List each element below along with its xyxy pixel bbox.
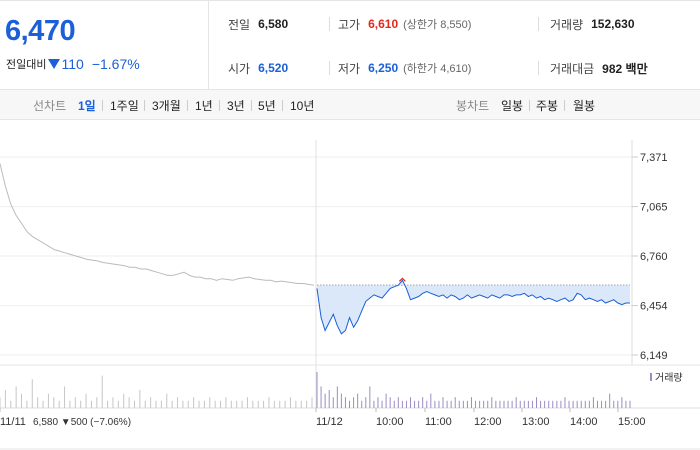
- price-box: 6,470 전일대비 110 −1.67%: [0, 1, 209, 90]
- volume-bars: 거래량: [0, 364, 700, 409]
- volume-legend-swatch: [650, 373, 652, 381]
- tab-1-day[interactable]: 1일: [78, 99, 96, 113]
- tab-separator: [187, 100, 188, 111]
- volume-label: 거래량: [550, 17, 584, 32]
- prev-day-info: 6,580 ▼500 (−7.06%): [33, 417, 131, 428]
- tab-separator: [564, 100, 565, 111]
- divider: [538, 17, 539, 31]
- stat-prev-close: 전일 6,580: [228, 15, 288, 33]
- candle-chart-label: 봉차트: [456, 99, 490, 113]
- x-tick-label: 13:00: [522, 416, 550, 428]
- volume-value: 152,630: [591, 17, 635, 31]
- y-tick-label: 7,065: [640, 202, 668, 214]
- y-axis-ticks: 7,371 7,065 6,760 6,454 6,149: [632, 152, 668, 362]
- x-tick-label: 10:00: [376, 416, 404, 428]
- down-arrow-icon: [48, 59, 61, 69]
- prev-close-value: 6,580: [258, 17, 289, 31]
- tab-1-year[interactable]: 1년: [195, 99, 213, 113]
- amount-value: 982 백만: [602, 61, 648, 76]
- tab-monthly-candle[interactable]: 월봉: [573, 99, 596, 113]
- tab-3-year[interactable]: 3년: [227, 99, 245, 113]
- divider: [538, 61, 539, 75]
- y-tick-label: 7,371: [640, 152, 668, 164]
- tab-1-week[interactable]: 1주일: [110, 99, 139, 113]
- x-tick-label: 14:00: [570, 416, 598, 428]
- chart-grid: [0, 140, 633, 410]
- divider: [329, 17, 330, 31]
- tab-daily-candle[interactable]: 일봉: [501, 99, 524, 113]
- tab-5-year[interactable]: 5년: [258, 99, 276, 113]
- x-tick-label: 12:00: [474, 416, 502, 428]
- stat-volume: 거래량 152,630: [550, 15, 635, 33]
- tab-weekly-candle[interactable]: 주봉: [536, 99, 559, 113]
- tab-separator: [144, 100, 145, 111]
- prev-close-label: 전일: [228, 17, 251, 32]
- low-value: 6,250: [368, 61, 399, 75]
- y-tick-label: 6,760: [640, 251, 668, 263]
- prev-day-series-line: [0, 163, 315, 286]
- chart-labels: 6,580 ▼500 (−7.06%): [0, 417, 700, 450]
- x-tick-label: 15:00: [618, 416, 646, 428]
- change-label: 전일대비: [6, 59, 47, 71]
- amount-label: 거래대금: [550, 61, 595, 76]
- intraday-chart: 7,371 7,065 6,760 6,454 6,149 거래량 11/11 11/12…: [0, 140, 700, 450]
- tab-separator: [219, 100, 220, 111]
- x-axis-ticks: 11/11 11/12 10:00 11:00 12:00 13:00 14:00 15:00: [0, 408, 646, 428]
- x-tick-label: 11:00: [425, 416, 452, 428]
- day-high-marker: [398, 277, 406, 282]
- y-tick-label: 6,149: [640, 350, 668, 362]
- stat-low: 저가 6,250 (하한가 4,610): [338, 59, 471, 77]
- tab-3-month[interactable]: 3개월: [152, 99, 181, 113]
- tab-separator: [529, 100, 530, 111]
- change-value: 110: [61, 56, 84, 72]
- prev-day-line: [0, 163, 315, 286]
- y-tick-label: 6,454: [640, 301, 668, 313]
- upper-limit: (상한가 8,550): [403, 19, 472, 31]
- divider: [329, 61, 330, 75]
- tab-10-year[interactable]: 10년: [290, 99, 315, 113]
- chart-period-tabs: 선차트 1일 1주일 3개월 1년 3년 5년 10년 봉차트 일봉 주봉 월봉: [0, 90, 700, 120]
- line-chart-label: 선차트: [33, 99, 67, 113]
- stat-open: 시가 6,520: [228, 59, 288, 77]
- tab-separator: [102, 100, 103, 111]
- open-label: 시가: [228, 61, 251, 76]
- stat-high: 고가 6,610 (상한가 8,550): [338, 15, 471, 33]
- x-tick-label: 11/11: [0, 416, 26, 428]
- change-percent: −1.67%: [91, 56, 140, 72]
- current-price: 6,470: [5, 15, 76, 47]
- high-label: 고가: [338, 17, 361, 32]
- today-fill-area: [317, 280, 630, 334]
- tab-separator: [282, 100, 283, 111]
- tab-separator: [251, 100, 252, 111]
- quote-summary: 6,470 전일대비 110 −1.67% 전일 6,580 고가 6,610 …: [0, 0, 700, 90]
- today-area: [316, 277, 630, 335]
- lower-limit: (하한가 4,610): [403, 63, 472, 75]
- open-value: 6,520: [258, 61, 289, 75]
- x-tick-label: 11/12: [316, 416, 343, 428]
- low-label: 저가: [338, 61, 361, 76]
- change-row: 전일대비 110 −1.67%: [6, 55, 140, 73]
- stat-amount: 거래대금 982 백만: [550, 59, 648, 77]
- today-series-line: [316, 279, 630, 335]
- volume-legend-label: 거래량: [655, 372, 683, 384]
- high-value: 6,610: [368, 17, 399, 31]
